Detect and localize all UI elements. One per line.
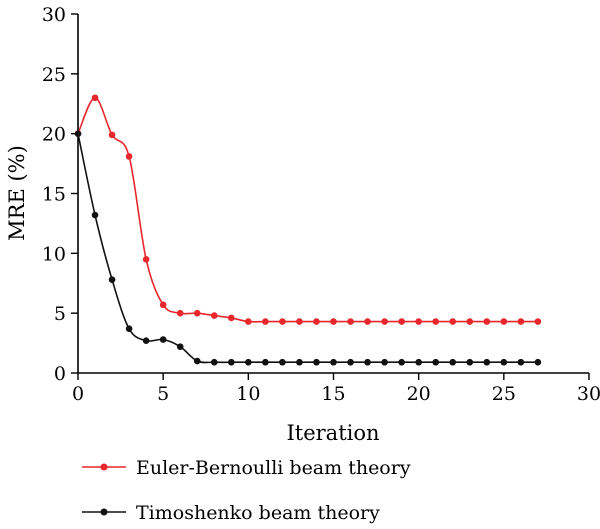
y-tick-label: 20 — [42, 124, 66, 146]
data-point — [159, 301, 167, 309]
legend-swatch-marker — [100, 508, 108, 516]
legend-swatch-marker — [100, 463, 108, 471]
legend-item: Timoshenko beam theory — [82, 502, 380, 524]
data-point — [125, 325, 133, 333]
data-point — [262, 318, 269, 325]
x-tick-label: 15 — [321, 383, 345, 405]
data-point — [228, 314, 235, 322]
data-point — [142, 256, 150, 263]
y-tick-label: 0 — [54, 363, 66, 385]
data-point — [91, 211, 99, 219]
data-point — [432, 318, 440, 325]
data-point — [466, 318, 474, 325]
data-point — [534, 358, 542, 366]
x-tick-label: 10 — [236, 383, 260, 405]
data-point — [347, 318, 354, 325]
data-point — [262, 358, 269, 366]
data-point — [398, 318, 405, 325]
data-point — [108, 276, 116, 283]
data-point — [483, 358, 491, 366]
legend-label: Euler-Bernoulli beam theory — [136, 457, 411, 479]
data-point — [210, 312, 218, 319]
legend-label: Timoshenko beam theory — [136, 502, 380, 524]
data-point — [449, 318, 457, 325]
data-point — [483, 318, 491, 325]
data-point — [296, 358, 303, 366]
data-point — [176, 309, 184, 317]
data-point — [313, 318, 320, 325]
x-tick-label: 30 — [577, 383, 600, 405]
y-tick-label: 10 — [42, 243, 66, 265]
x-tick-label: 25 — [492, 383, 516, 405]
data-point — [210, 358, 218, 366]
y-tick-label: 5 — [54, 303, 66, 325]
y-tick-label: 15 — [42, 184, 66, 206]
data-point — [381, 318, 388, 325]
series-line — [77, 133, 538, 364]
data-point — [193, 309, 201, 317]
data-point — [125, 153, 133, 160]
data-point — [245, 318, 252, 325]
legend-item: Euler-Bernoulli beam theory — [82, 457, 411, 479]
y-tick-label: 25 — [42, 64, 66, 86]
series-layer — [74, 94, 542, 366]
data-point — [108, 131, 116, 139]
series-line — [77, 96, 538, 323]
data-point — [500, 358, 508, 366]
data-point — [142, 337, 150, 344]
data-point — [296, 318, 303, 325]
data-point — [330, 358, 337, 366]
data-point — [91, 94, 99, 102]
data-point — [193, 357, 201, 365]
data-point — [415, 358, 422, 366]
data-point — [176, 343, 184, 350]
x-tick-label: 5 — [157, 383, 169, 405]
data-point — [159, 336, 167, 343]
data-point — [415, 318, 422, 325]
data-point — [279, 358, 286, 366]
data-point — [432, 358, 440, 366]
y-axis-title: MRE (%) — [5, 145, 29, 241]
legend: Euler-Bernoulli beam theory Timoshenko be… — [82, 457, 411, 524]
data-point — [398, 358, 405, 366]
data-point — [449, 358, 457, 366]
data-point — [330, 318, 337, 325]
ticks: 0 5 10 15 20 25 30 0 5 10 15 20 25 30 — [42, 4, 600, 405]
data-point — [313, 358, 320, 366]
data-point — [517, 358, 525, 366]
data-point — [364, 318, 371, 325]
data-point — [245, 358, 252, 366]
data-point — [517, 318, 525, 325]
x-tick-label: 20 — [407, 383, 431, 405]
x-axis-title: Iteration — [286, 421, 379, 445]
data-point — [279, 318, 286, 325]
data-point — [347, 358, 354, 366]
series-0 — [74, 94, 542, 325]
data-point — [364, 358, 371, 366]
data-point — [466, 358, 474, 366]
y-tick-label: 30 — [42, 4, 66, 26]
data-point — [228, 358, 235, 366]
data-point — [74, 130, 82, 137]
series-1 — [74, 130, 542, 366]
x-tick-label: 0 — [72, 383, 84, 405]
data-point — [381, 358, 388, 366]
data-point — [500, 318, 508, 325]
data-point — [534, 318, 542, 325]
